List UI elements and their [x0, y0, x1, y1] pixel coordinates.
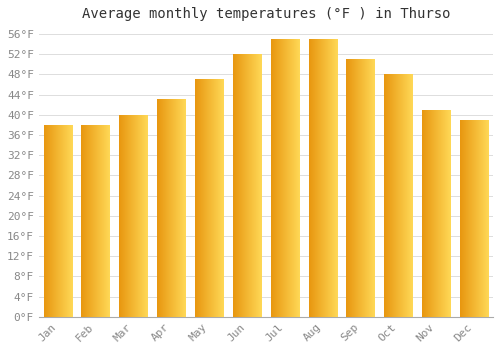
Bar [384, 75, 412, 317]
Bar [233, 54, 261, 317]
Bar [422, 110, 450, 317]
Bar [82, 125, 110, 317]
Bar [119, 115, 148, 317]
Bar [44, 125, 72, 317]
Bar [346, 60, 375, 317]
Bar [308, 39, 337, 317]
Bar [195, 79, 224, 317]
Bar [270, 39, 299, 317]
Title: Average monthly temperatures (°F ) in Thurso: Average monthly temperatures (°F ) in Th… [82, 7, 450, 21]
Bar [157, 100, 186, 317]
Bar [460, 120, 488, 317]
